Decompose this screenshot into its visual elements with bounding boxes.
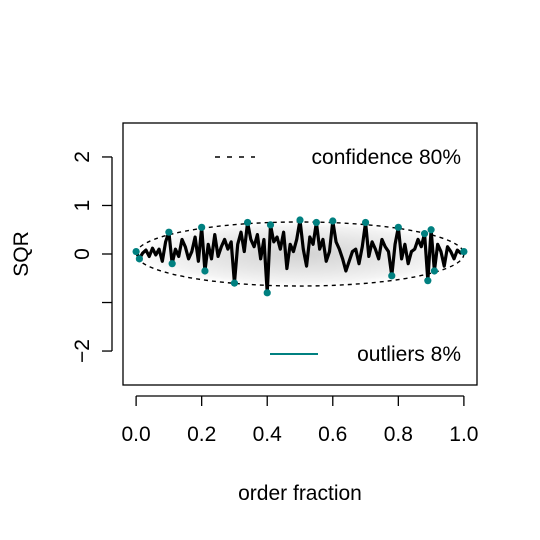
x-tick-label: 0.6 bbox=[318, 423, 347, 446]
x-tick-label: 0.8 bbox=[384, 423, 413, 446]
outlier-point bbox=[230, 279, 239, 287]
outlier-point bbox=[329, 217, 337, 225]
legend-outliers-label: outliers 8% bbox=[357, 343, 461, 366]
outlier-point bbox=[430, 267, 438, 275]
legend-confidence-label: confidence 80% bbox=[312, 146, 461, 169]
outlier-point bbox=[460, 247, 468, 256]
outlier-point bbox=[132, 247, 140, 256]
outlier-point bbox=[198, 223, 206, 231]
outlier-point bbox=[168, 260, 176, 268]
y-axis: −2 0 1 2 bbox=[71, 151, 113, 363]
x-tick-label: 0.4 bbox=[253, 423, 283, 446]
outlier-layer bbox=[132, 216, 468, 297]
x-axis-title: order fraction bbox=[238, 482, 362, 505]
y-tick-label: 2 bbox=[71, 151, 94, 163]
legend-confidence: confidence 80% bbox=[215, 146, 461, 169]
outlier-point bbox=[427, 226, 435, 234]
x-tick-label: 1.0 bbox=[449, 423, 478, 446]
outlier-point bbox=[388, 272, 396, 280]
y-axis-title: SQR bbox=[10, 231, 33, 277]
x-tick-label: 0.2 bbox=[187, 423, 216, 446]
outlier-point bbox=[135, 255, 143, 263]
x-axis: 0.0 0.2 0.4 0.6 0.8 1.0 bbox=[122, 395, 478, 446]
outlier-point bbox=[263, 289, 271, 297]
outlier-point bbox=[424, 277, 432, 285]
outlier-point bbox=[201, 267, 209, 275]
outlier-point bbox=[165, 228, 173, 236]
y-tick-label: 1 bbox=[71, 200, 94, 212]
x-tick-label: 0.0 bbox=[122, 423, 151, 446]
plot-frame bbox=[122, 122, 478, 386]
outlier-point bbox=[394, 223, 402, 231]
y-tick-label: −2 bbox=[71, 339, 94, 363]
outlier-point bbox=[312, 218, 320, 227]
outlier-point bbox=[420, 230, 429, 238]
outlier-point bbox=[361, 218, 370, 227]
outlier-point bbox=[296, 216, 304, 224]
outlier-point bbox=[266, 221, 275, 229]
y-tick-label: 0 bbox=[71, 248, 94, 260]
legend-outliers: outliers 8% bbox=[270, 343, 461, 366]
outlier-point bbox=[243, 218, 252, 227]
